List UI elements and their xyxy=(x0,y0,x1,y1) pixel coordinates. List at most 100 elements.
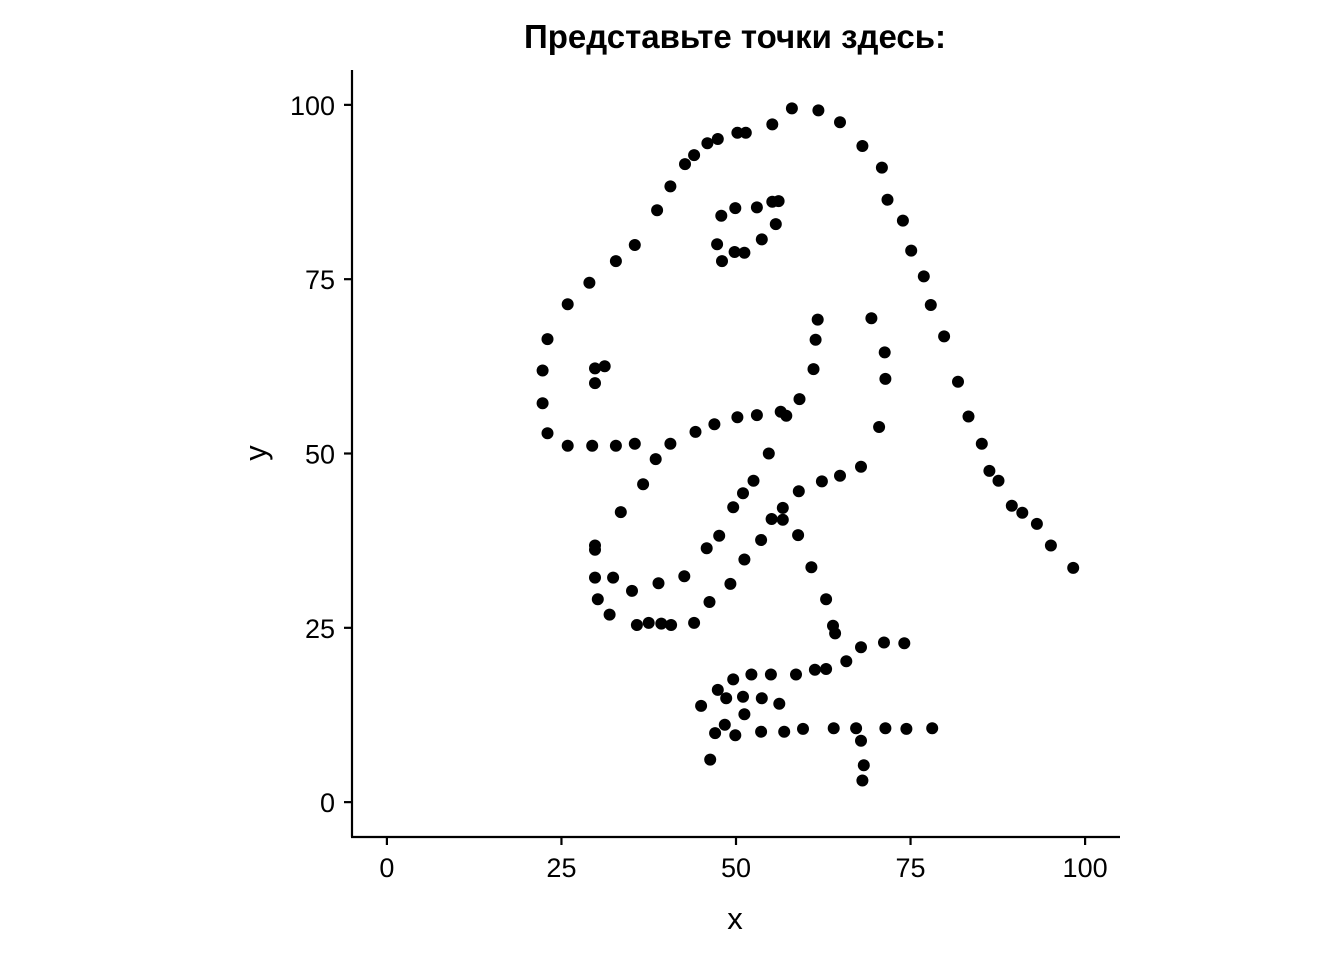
data-point-97 xyxy=(879,372,892,385)
data-point-138 xyxy=(840,655,853,668)
data-point-23 xyxy=(938,330,951,343)
data-point-127 xyxy=(711,683,724,696)
data-point-7 xyxy=(711,133,724,145)
data-point-11 xyxy=(875,161,888,174)
data-point-58 xyxy=(655,617,668,630)
data-point-40 xyxy=(1005,499,1018,512)
data-point-21 xyxy=(924,299,937,311)
data-point-41 xyxy=(1016,506,1029,519)
data-point-123 xyxy=(856,774,869,787)
y-tick-label-4: 100 xyxy=(290,91,335,121)
data-point-65 xyxy=(738,553,751,566)
data-point-68 xyxy=(776,513,789,526)
x-tick-label-3: 75 xyxy=(896,853,926,883)
data-point-81 xyxy=(792,485,805,498)
y-tick-label-2: 50 xyxy=(305,440,335,470)
data-point-59 xyxy=(665,619,678,631)
data-point-29 xyxy=(541,427,554,440)
data-point-69 xyxy=(776,501,789,514)
data-point-37 xyxy=(649,453,662,466)
data-point-86 xyxy=(708,418,721,431)
points-layer xyxy=(536,102,1080,787)
data-point-141 xyxy=(898,637,911,650)
data-point-2 xyxy=(834,116,846,129)
data-point-31 xyxy=(983,464,996,477)
data-point-75 xyxy=(700,542,713,555)
x-tick-label-0: 0 xyxy=(379,853,394,883)
data-point-92 xyxy=(807,363,820,376)
data-point-61 xyxy=(652,577,665,590)
data-point-139 xyxy=(855,641,867,654)
data-point-111 xyxy=(704,753,717,766)
data-point-6 xyxy=(739,126,752,139)
data-point-39 xyxy=(637,478,650,491)
data-point-22 xyxy=(561,298,574,311)
data-point-82 xyxy=(815,475,828,488)
y-axis-title: y xyxy=(238,445,273,461)
data-point-131 xyxy=(745,668,758,681)
data-point-79 xyxy=(747,474,760,487)
data-point-30 xyxy=(975,437,988,450)
data-point-18 xyxy=(609,255,622,268)
data-point-62 xyxy=(678,570,691,583)
data-point-52 xyxy=(607,571,620,584)
data-point-130 xyxy=(737,690,749,703)
data-point-117 xyxy=(778,725,791,738)
data-point-121 xyxy=(855,734,867,747)
data-point-134 xyxy=(773,697,786,710)
data-point-26 xyxy=(952,375,964,388)
data-point-5 xyxy=(731,126,744,139)
data-point-38 xyxy=(992,474,1005,487)
data-point-118 xyxy=(797,722,809,735)
data-point-116 xyxy=(755,725,768,738)
data-point-80 xyxy=(762,447,775,460)
data-point-90 xyxy=(780,409,793,422)
data-point-16 xyxy=(628,239,641,251)
data-point-77 xyxy=(727,501,740,514)
data-point-136 xyxy=(808,663,821,676)
data-point-12 xyxy=(664,180,677,193)
data-point-45 xyxy=(589,362,601,375)
data-point-83 xyxy=(834,469,846,482)
data-point-91 xyxy=(793,393,806,406)
data-point-14 xyxy=(651,204,664,217)
data-point-53 xyxy=(626,584,638,597)
data-point-103 xyxy=(755,233,768,246)
data-point-71 xyxy=(805,561,818,574)
data-point-93 xyxy=(809,333,822,346)
data-point-35 xyxy=(628,437,641,450)
y-tick-label-1: 25 xyxy=(305,614,335,644)
data-point-137 xyxy=(820,663,833,675)
data-point-100 xyxy=(716,255,728,268)
data-point-13 xyxy=(881,193,894,206)
data-point-119 xyxy=(827,722,840,735)
data-point-99 xyxy=(711,238,724,251)
data-point-54 xyxy=(591,593,604,606)
data-point-140 xyxy=(878,636,890,649)
data-point-125 xyxy=(900,722,913,735)
data-point-66 xyxy=(755,534,768,546)
data-point-51 xyxy=(589,571,601,584)
data-point-72 xyxy=(820,593,833,606)
chart-title: Представьте точки здесь: xyxy=(524,18,946,55)
data-point-112 xyxy=(709,727,722,740)
y-tick-label-0: 0 xyxy=(320,788,335,818)
data-point-94 xyxy=(811,313,824,326)
data-point-60 xyxy=(688,616,701,629)
data-point-36 xyxy=(664,437,677,450)
data-point-33 xyxy=(586,439,599,452)
data-point-78 xyxy=(737,487,749,500)
data-point-3 xyxy=(766,118,779,131)
data-point-122 xyxy=(857,759,870,772)
data-point-50 xyxy=(589,543,601,556)
data-point-106 xyxy=(766,195,779,208)
data-point-98 xyxy=(873,421,886,433)
y-tick-label-3: 75 xyxy=(305,265,335,295)
data-point-74 xyxy=(829,627,842,640)
data-point-15 xyxy=(896,214,909,227)
data-point-8 xyxy=(701,137,714,150)
data-point-104 xyxy=(769,218,782,231)
data-point-96 xyxy=(878,346,891,359)
data-point-44 xyxy=(1067,561,1080,574)
